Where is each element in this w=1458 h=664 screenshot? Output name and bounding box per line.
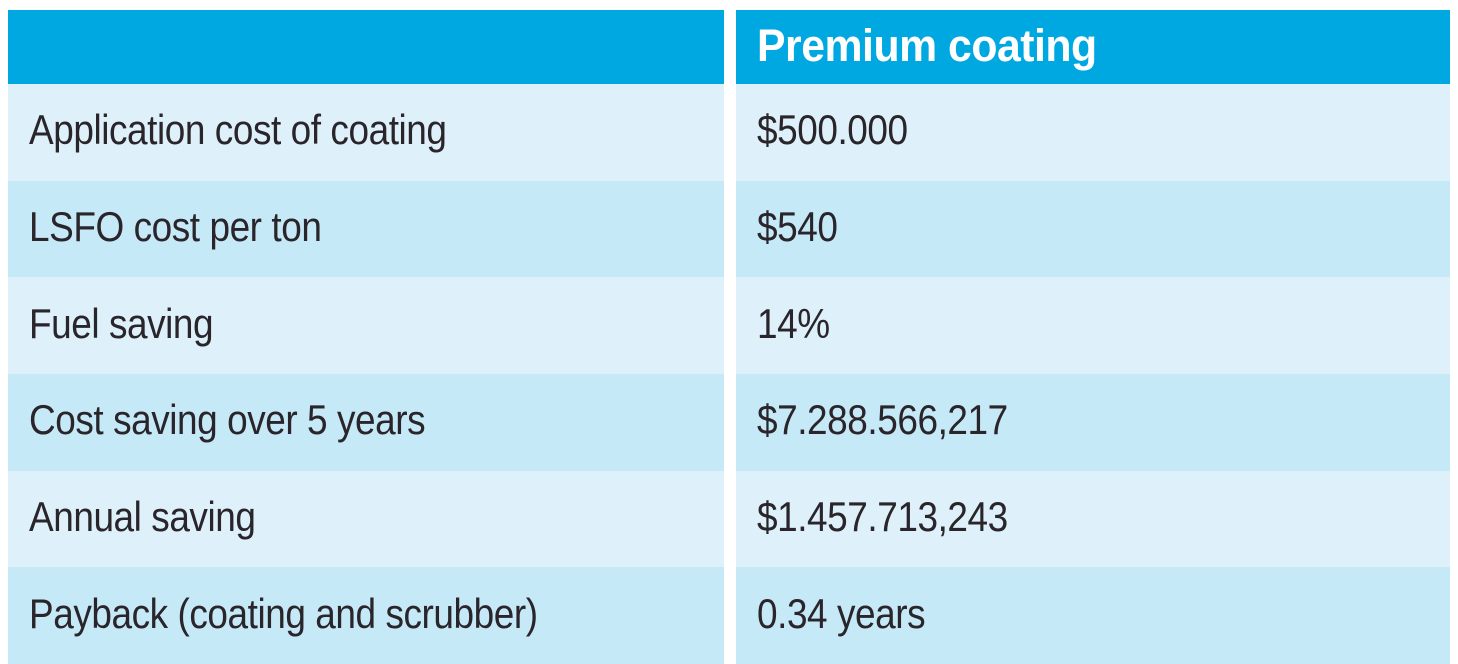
table-row-application-cost: Application cost of coating $500.000 [8,84,1450,181]
row-label: Cost saving over 5 years [29,396,426,444]
row-label-cell: Payback (coating and scrubber) [8,567,724,664]
table-header-row: Premium coating [8,10,1450,84]
row-label: Application cost of coating [29,106,447,154]
row-label-cell: Annual saving [8,470,724,568]
table-row-payback: Payback (coating and scrubber) 0.34 year… [8,567,1450,664]
row-value: $1.457.713,243 [757,493,1008,541]
row-value-cell: $7.288.566,217 [736,374,1450,471]
row-label: Annual saving [29,493,256,541]
row-value-cell: $500.000 [736,84,1450,181]
header-premium-coating-label: Premium coating [757,19,1097,71]
column-divider [724,180,736,278]
row-label-cell: LSFO cost per ton [8,180,724,278]
table-row-cost-saving-5-years: Cost saving over 5 years $7.288.566,217 [8,374,1450,471]
column-divider [724,567,736,664]
premium-coating-table: Premium coating Application cost of coat… [8,10,1450,664]
table-row-fuel-saving: Fuel saving 14% [8,277,1450,375]
row-label: LSFO cost per ton [29,203,322,250]
row-label: Payback (coating and scrubber) [29,589,538,637]
row-value: $500.000 [757,106,908,154]
column-divider [724,470,736,568]
row-value: 0.34 years [757,589,926,637]
row-label-cell: Cost saving over 5 years [8,374,724,471]
table-row-annual-saving: Annual saving $1.457.713,243 [8,470,1450,568]
row-value: 14% [757,299,830,347]
row-label-cell: Application cost of coating [8,84,724,181]
row-value: $540 [757,203,838,250]
header-premium-coating-cell: Premium coating [736,10,1450,84]
column-divider [724,84,736,181]
column-divider [724,374,736,471]
column-divider [724,10,736,84]
row-value-cell: $540 [736,180,1450,278]
row-value: $7.288.566,217 [757,396,1008,444]
row-value-cell: 0.34 years [736,567,1450,664]
table-row-lsfo-cost: LSFO cost per ton $540 [8,180,1450,278]
column-divider [724,277,736,375]
row-label: Fuel saving [29,299,214,347]
row-label-cell: Fuel saving [8,277,724,375]
row-value-cell: 14% [736,277,1450,375]
header-empty-cell [8,10,724,84]
row-value-cell: $1.457.713,243 [736,470,1450,568]
